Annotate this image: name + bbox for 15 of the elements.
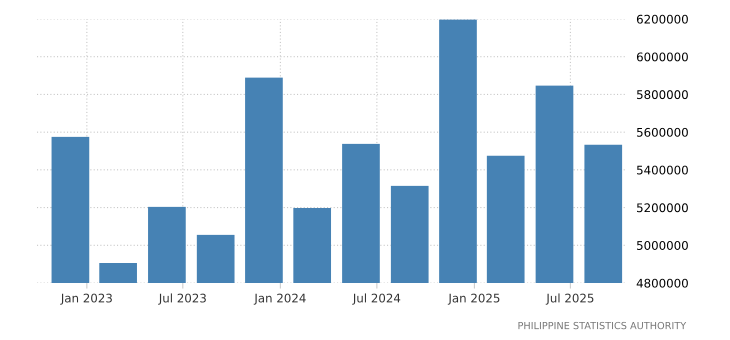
x-tick-label: Jan 2025 [448, 294, 500, 305]
x-tick-label: Jul 2023 [158, 293, 206, 305]
x-tick-label: Jan 2023 [60, 294, 112, 305]
text: PHILIPPINE STATISTICS AUTHORITY [518, 322, 686, 330]
y-tick-label: 5200000 [637, 203, 688, 212]
y-tick-label: 5600000 [637, 128, 688, 137]
y-tick-label: 5400000 [637, 166, 688, 175]
y-tick-label: 6200000 [636, 14, 688, 24]
y-tick-label: 5000000 [637, 241, 688, 250]
y-tick-label: 5800000 [637, 90, 688, 100]
x-tick-label: Jul 2025 [546, 293, 594, 305]
x-tick-label: Jan 2024 [254, 294, 306, 305]
y-tick-label: 6000000 [636, 52, 688, 62]
x-tick-label: Jul 2024 [352, 293, 400, 305]
y-tick-label: 4800000 [636, 278, 688, 288]
